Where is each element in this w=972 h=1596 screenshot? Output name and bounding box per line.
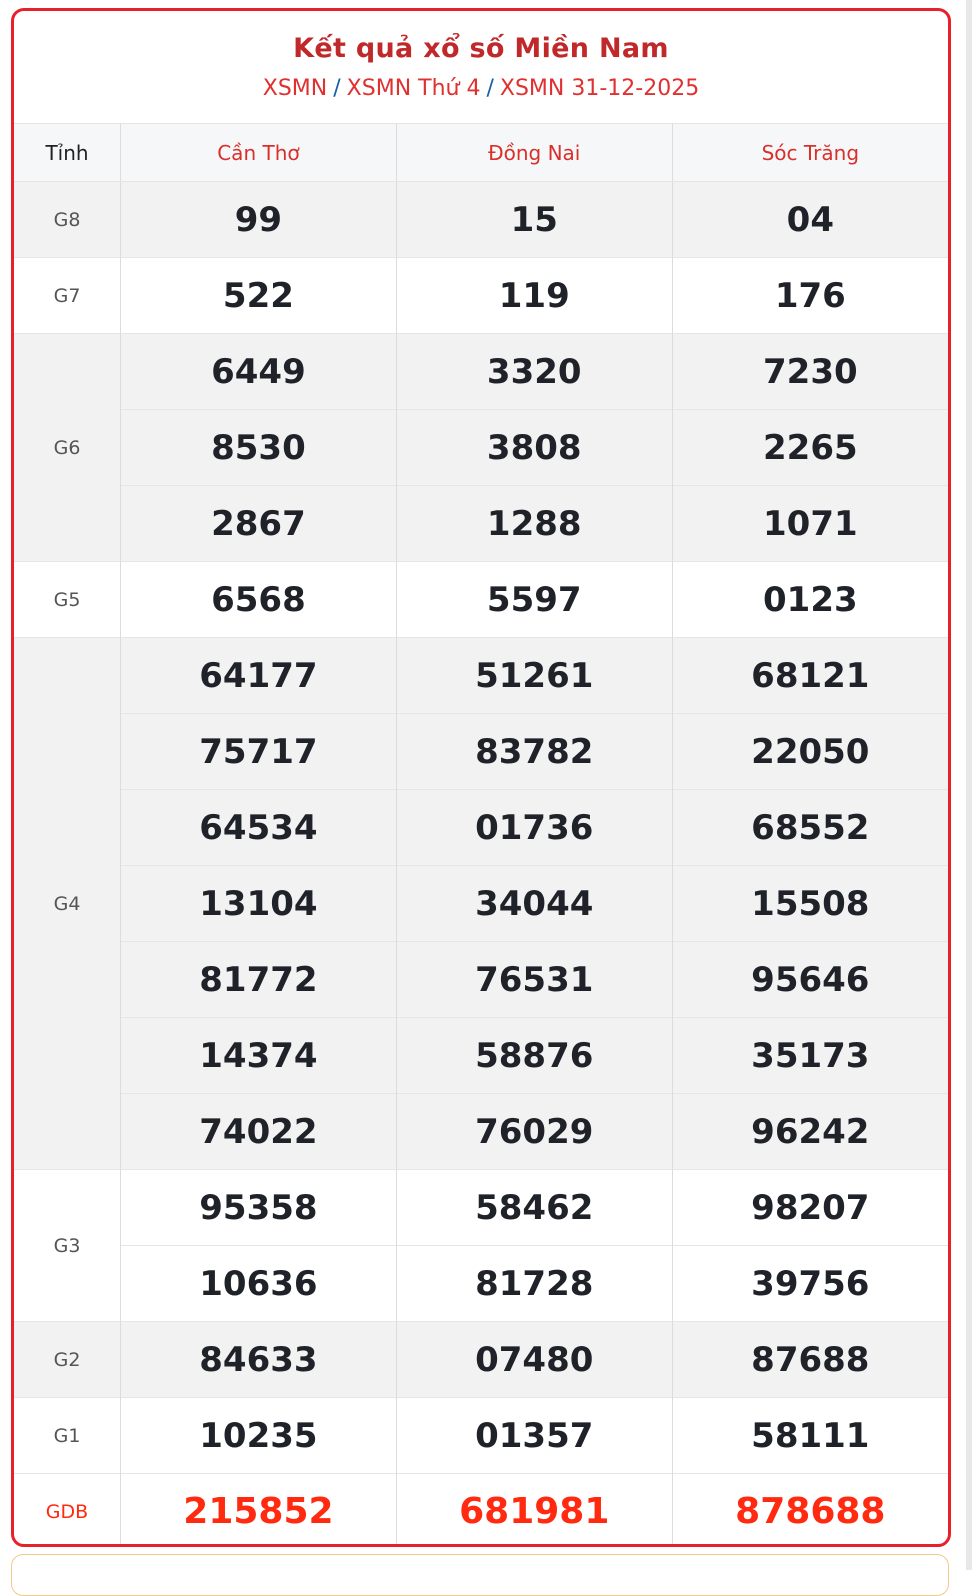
table-row: G4 64177 51261 68121 bbox=[14, 637, 948, 1170]
table-row: GDB 215852 681981 878688 bbox=[14, 1473, 948, 1544]
prize-number: 81728 bbox=[395, 1245, 673, 1322]
prize-number: 15508 bbox=[671, 865, 948, 942]
table-row: 10636 81728 39756 bbox=[14, 1245, 948, 1322]
table-row: 8530 3808 2265 bbox=[14, 409, 948, 486]
prize-label: G1 bbox=[14, 1397, 121, 1474]
table-row: G5 6568 5597 0123 bbox=[14, 561, 948, 638]
prize-label: GDB bbox=[14, 1473, 121, 1544]
prize-number: 10235 bbox=[120, 1397, 397, 1474]
prize-number: 1288 bbox=[395, 485, 673, 562]
prize-number: 215852 bbox=[120, 1473, 397, 1544]
prize-label: G4 bbox=[14, 637, 121, 1170]
prize-number: 83782 bbox=[395, 713, 673, 790]
results-card: Kết quả xổ số Miền Nam XSMN / XSMN Thứ 4/X… bbox=[11, 8, 951, 1547]
prize-label: G8 bbox=[14, 181, 121, 258]
table-row: 75717 83782 22050 bbox=[14, 713, 948, 790]
prize-number: 58111 bbox=[671, 1397, 948, 1474]
prize-number: 76029 bbox=[395, 1093, 673, 1170]
prize-number: 35173 bbox=[671, 1017, 948, 1094]
table-row: G3 95358 58462 98207 bbox=[14, 1169, 948, 1322]
table-row: G8 99 15 04 bbox=[14, 181, 948, 258]
breadcrumb-separator: / bbox=[486, 76, 494, 101]
breadcrumb-xsmn[interactable]: XSMN bbox=[262, 76, 328, 101]
prize-number: 81772 bbox=[120, 941, 397, 1018]
prize-number: 87688 bbox=[671, 1321, 948, 1398]
prize-number: 07480 bbox=[395, 1321, 673, 1398]
table-row: G6 6449 3320 7230 bbox=[14, 333, 948, 562]
prize-number: 04 bbox=[671, 181, 948, 258]
prize-number: 119 bbox=[395, 257, 673, 334]
prize-number: 68552 bbox=[671, 789, 948, 866]
province-column-header: Tỉnh bbox=[14, 124, 121, 182]
province-header-soc-trang[interactable]: Sóc Trăng bbox=[671, 124, 948, 182]
prize-label: G6 bbox=[14, 333, 121, 562]
prize-number: 15 bbox=[395, 181, 673, 258]
prize-label: G7 bbox=[14, 257, 121, 334]
prize-number: 878688 bbox=[671, 1473, 948, 1544]
prize-number: 74022 bbox=[120, 1093, 397, 1170]
results-header: Kết quả xổ số Miền Nam XSMN / XSMN Thứ 4/X… bbox=[14, 11, 948, 124]
prize-number: 95646 bbox=[671, 941, 948, 1018]
prize-number: 58462 bbox=[395, 1169, 673, 1246]
prize-number: 176 bbox=[671, 257, 948, 334]
prize-label: G2 bbox=[14, 1321, 121, 1398]
prize-number: 68121 bbox=[671, 637, 948, 714]
prize-label: G5 bbox=[14, 561, 121, 638]
prize-number: 8530 bbox=[120, 409, 397, 486]
table-header-row: Tỉnh Cần Thơ Đồng Nai Sóc Trăng bbox=[14, 124, 948, 182]
prize-number: 13104 bbox=[120, 865, 397, 942]
prize-number: 14374 bbox=[120, 1017, 397, 1094]
table-row: 2867 1288 1071 bbox=[14, 485, 948, 562]
prize-number: 84633 bbox=[120, 1321, 397, 1398]
breadcrumb-separator: / bbox=[333, 76, 341, 101]
province-header-can-tho[interactable]: Cần Thơ bbox=[120, 124, 397, 182]
prize-number: 6568 bbox=[120, 561, 397, 638]
prize-number: 95358 bbox=[120, 1169, 397, 1246]
table-row: 64534 01736 68552 bbox=[14, 789, 948, 866]
table-row: 81772 76531 95646 bbox=[14, 941, 948, 1018]
prize-number: 2867 bbox=[120, 485, 397, 562]
prize-number: 7230 bbox=[671, 333, 948, 410]
breadcrumb-xsmn-date[interactable]: XSMN 31-12-2025 bbox=[499, 76, 700, 101]
prize-number: 6449 bbox=[120, 333, 397, 410]
prize-number: 98207 bbox=[671, 1169, 948, 1246]
prize-number: 75717 bbox=[120, 713, 397, 790]
prize-number: 10636 bbox=[120, 1245, 397, 1322]
prize-number: 58876 bbox=[395, 1017, 673, 1094]
prize-number: 5597 bbox=[395, 561, 673, 638]
prize-number: 681981 bbox=[395, 1473, 673, 1544]
breadcrumb: XSMN / XSMN Thứ 4/XSMN 31-12-2025 bbox=[14, 76, 948, 101]
prize-number: 76531 bbox=[395, 941, 673, 1018]
prize-number: 0123 bbox=[671, 561, 948, 638]
prize-number: 64177 bbox=[120, 637, 397, 714]
prize-number: 64534 bbox=[120, 789, 397, 866]
table-row: G2 84633 07480 87688 bbox=[14, 1321, 948, 1398]
prize-number: 51261 bbox=[395, 637, 673, 714]
next-card bbox=[11, 1554, 949, 1596]
prize-label: G3 bbox=[14, 1169, 121, 1322]
prize-number: 2265 bbox=[671, 409, 948, 486]
prize-number: 1071 bbox=[671, 485, 948, 562]
page-title: Kết quả xổ số Miền Nam bbox=[293, 33, 669, 64]
scrollbar[interactable] bbox=[966, 0, 972, 1570]
prize-number: 01736 bbox=[395, 789, 673, 866]
results-table: Tỉnh Cần Thơ Đồng Nai Sóc Trăng G8 99 15 04… bbox=[14, 124, 948, 1544]
prize-number: 96242 bbox=[671, 1093, 948, 1170]
prize-number: 34044 bbox=[395, 865, 673, 942]
province-header-dong-nai[interactable]: Đồng Nai bbox=[395, 124, 673, 182]
table-row: 14374 58876 35173 bbox=[14, 1017, 948, 1094]
prize-number: 3320 bbox=[395, 333, 673, 410]
prize-number: 522 bbox=[120, 257, 397, 334]
prize-number: 39756 bbox=[671, 1245, 948, 1322]
table-row: G7 522 119 176 bbox=[14, 257, 948, 334]
breadcrumb-xsmn-weekday[interactable]: XSMN Thứ 4 bbox=[346, 76, 481, 101]
table-row: 74022 76029 96242 bbox=[14, 1093, 948, 1170]
prize-number: 22050 bbox=[671, 713, 948, 790]
table-row: G1 10235 01357 58111 bbox=[14, 1397, 948, 1474]
prize-number: 99 bbox=[120, 181, 397, 258]
table-row: 13104 34044 15508 bbox=[14, 865, 948, 942]
prize-number: 3808 bbox=[395, 409, 673, 486]
prize-number: 01357 bbox=[395, 1397, 673, 1474]
